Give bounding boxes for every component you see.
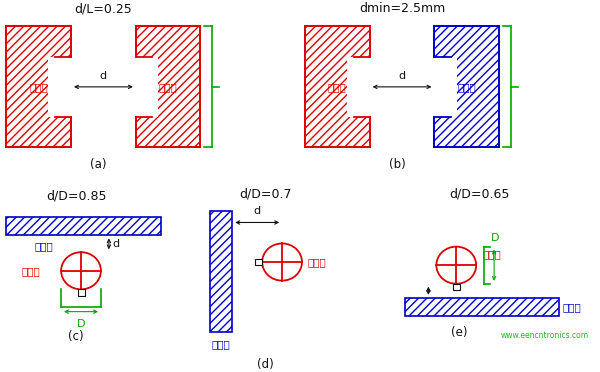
- Text: 热表面: 热表面: [482, 249, 501, 259]
- Bar: [7, 217, 161, 235]
- Text: 冷表面: 冷表面: [457, 82, 476, 92]
- Bar: [77, 289, 85, 296]
- Bar: [255, 259, 262, 265]
- Text: www.eencntronics.com: www.eencntronics.com: [500, 330, 589, 340]
- Text: d/D=0.85: d/D=0.85: [46, 189, 106, 202]
- Text: d: d: [254, 206, 261, 216]
- Circle shape: [262, 243, 302, 280]
- Text: d: d: [398, 71, 406, 81]
- Bar: [433, 57, 457, 117]
- Bar: [135, 57, 158, 117]
- Circle shape: [436, 247, 476, 284]
- Text: dmin=2.5mm: dmin=2.5mm: [359, 2, 445, 15]
- Text: (d): (d): [257, 358, 274, 371]
- Text: 热表面: 热表面: [22, 266, 41, 276]
- Text: 热表面: 热表面: [29, 82, 48, 92]
- Circle shape: [61, 252, 101, 289]
- Text: (e): (e): [451, 326, 467, 339]
- Text: 冷表面: 冷表面: [563, 302, 581, 312]
- Text: 热表面: 热表面: [159, 82, 178, 92]
- Text: d: d: [113, 239, 120, 249]
- Text: (c): (c): [68, 330, 84, 343]
- Text: D: D: [77, 319, 85, 329]
- Bar: [453, 284, 460, 290]
- Text: 冷表面: 冷表面: [35, 241, 53, 251]
- Text: D: D: [491, 233, 500, 243]
- Text: d: d: [100, 71, 107, 81]
- Text: d/D=0.65: d/D=0.65: [449, 187, 509, 200]
- Text: (b): (b): [389, 158, 406, 171]
- Bar: [49, 57, 72, 117]
- Bar: [404, 298, 559, 316]
- Text: 热表面: 热表面: [308, 257, 327, 267]
- Bar: [211, 211, 232, 332]
- Bar: [434, 26, 499, 147]
- Bar: [305, 26, 370, 147]
- Text: d/L=0.25: d/L=0.25: [74, 2, 132, 15]
- Text: d/D=0.7: d/D=0.7: [239, 187, 292, 200]
- Bar: [347, 57, 371, 117]
- Bar: [7, 26, 71, 147]
- Text: 冷表面: 冷表面: [212, 340, 231, 350]
- Text: 热表面: 热表面: [328, 82, 347, 92]
- Bar: [136, 26, 200, 147]
- Text: (a): (a): [90, 158, 107, 171]
